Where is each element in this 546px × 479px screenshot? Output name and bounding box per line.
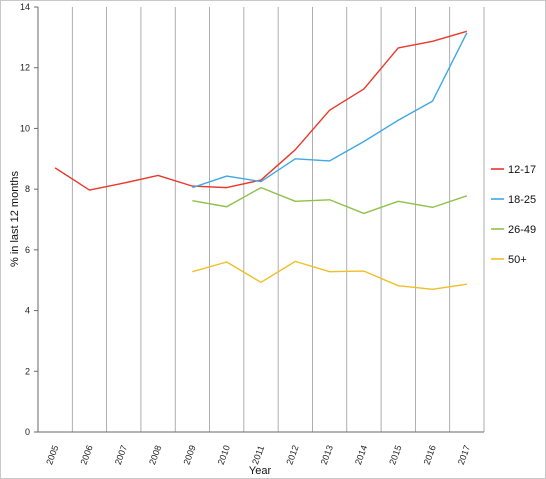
y-tick-label: 8 — [25, 184, 30, 194]
series-line-18-25 — [192, 32, 468, 189]
x-tick-label: 2017 — [456, 444, 472, 466]
y-tick-label: 12 — [20, 63, 30, 73]
x-tick-label: 2015 — [387, 444, 403, 466]
y-tick-labels: 0 2 4 6 8 10 12 14 — [20, 2, 38, 437]
legend-label-12-17: 12-17 — [508, 164, 536, 176]
y-tick-label: 14 — [20, 2, 30, 12]
x-tick-label: 2006 — [79, 444, 95, 466]
x-tick-label: 2012 — [284, 444, 300, 466]
legend-label-50+: 50+ — [508, 254, 527, 266]
x-tick-label: 2008 — [147, 444, 163, 466]
series-line-50+ — [192, 260, 467, 291]
x-tick-labels: 2005 2006 2007 2008 2009 2010 2011 2012 2013 2014… — [44, 444, 472, 466]
x-tick-label: 2005 — [44, 444, 60, 466]
legend-label-18-25: 18-25 — [508, 194, 536, 206]
x-tick-label: 2007 — [113, 444, 129, 466]
legend: 12-17 18-25 26-49 50+ — [491, 164, 536, 266]
x-tick-label: 2014 — [353, 444, 369, 466]
x-tick-label: 2016 — [422, 444, 438, 466]
y-tick-label: 0 — [25, 427, 30, 437]
x-tick-label: 2011 — [250, 444, 266, 466]
y-tick-label: 6 — [25, 245, 30, 255]
x-tick-label: 2009 — [181, 444, 197, 466]
x-tick-label: 2013 — [319, 444, 335, 466]
x-axis-label: Year — [249, 465, 272, 477]
vertical-grid — [71, 7, 485, 432]
y-axis-label: % in last 12 months — [9, 171, 21, 267]
series-lines — [54, 30, 468, 291]
legend-label-26-49: 26-49 — [508, 224, 536, 236]
y-tick-label: 10 — [20, 123, 30, 133]
x-tick-label: 2010 — [216, 444, 232, 466]
y-tick-label: 4 — [25, 306, 30, 316]
series-line-12-17 — [54, 30, 468, 191]
axes — [37, 7, 484, 433]
y-tick-label: 2 — [25, 366, 30, 376]
series-line-26-49 — [192, 186, 468, 215]
